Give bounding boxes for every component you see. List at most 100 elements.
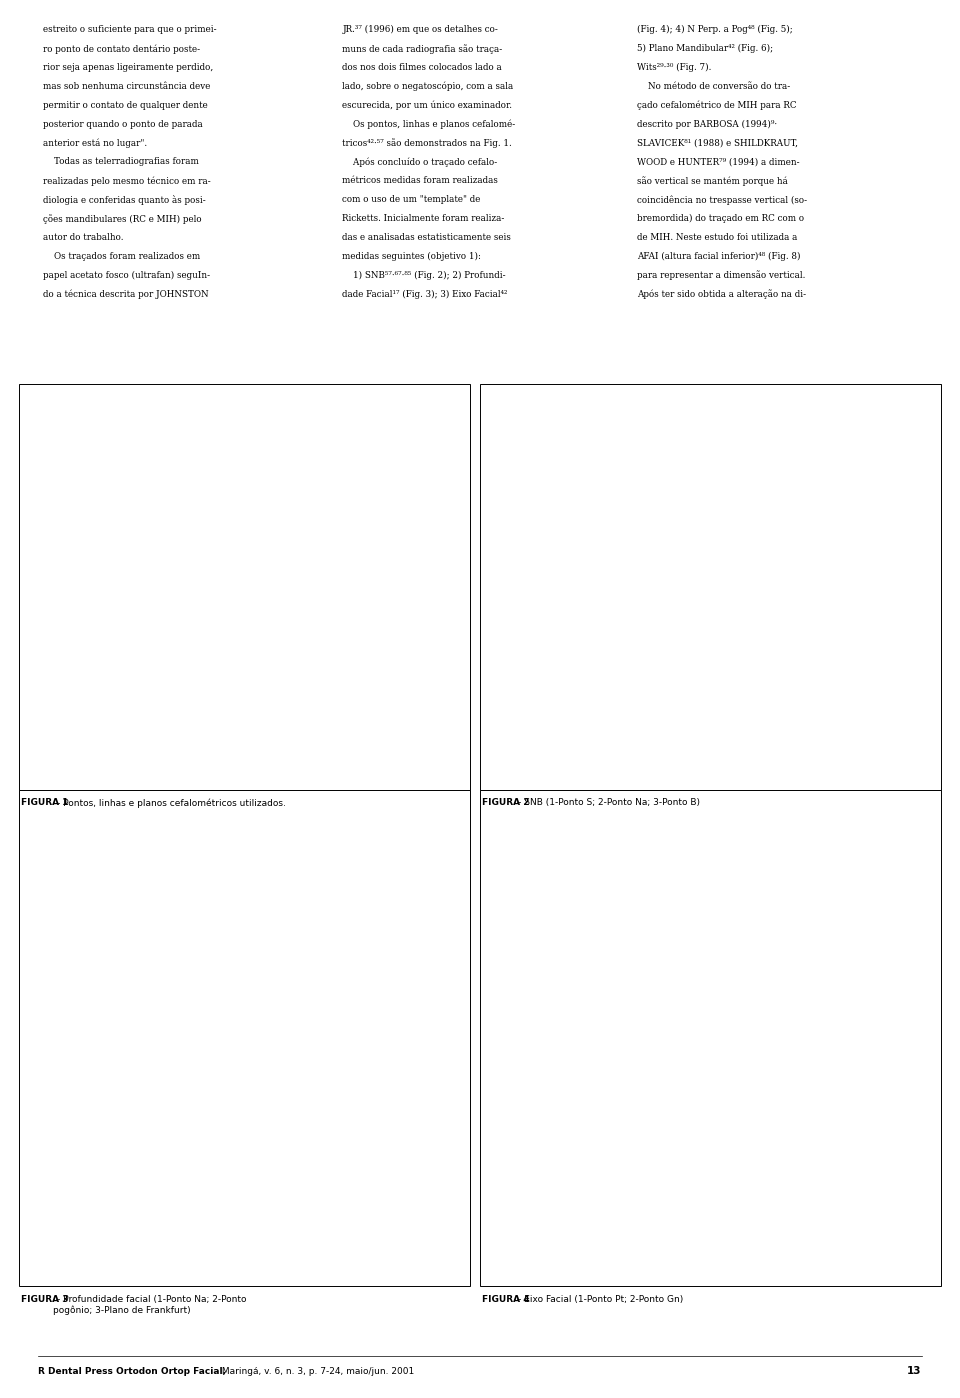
Text: para representar a dimensão vertical.: para representar a dimensão vertical. [636, 270, 805, 280]
Circle shape [38, 955, 74, 994]
Text: Wits²⁹·³⁰ (Fig. 7).: Wits²⁹·³⁰ (Fig. 7). [636, 63, 711, 73]
Text: autor do trabalho.: autor do trabalho. [43, 232, 124, 242]
Text: com o uso de um "template" de: com o uso de um "template" de [343, 194, 481, 204]
Text: muns de cada radiografia são traça-: muns de cada radiografia são traça- [343, 45, 503, 53]
Text: ro ponto de contato dentário poste-: ro ponto de contato dentário poste- [43, 45, 201, 53]
Text: 3: 3 [772, 667, 779, 677]
Point [154, 506, 169, 528]
Point [132, 640, 147, 663]
Text: lado, sobre o negatoscópio, com a sala: lado, sobre o negatoscópio, com a sala [343, 81, 514, 91]
Point [321, 432, 336, 454]
Circle shape [793, 1159, 830, 1199]
Text: Após concluído o traçado cefalo-: Após concluído o traçado cefalo- [343, 157, 497, 166]
Circle shape [227, 797, 263, 837]
Text: Me: Me [256, 705, 269, 714]
Text: Os traçados foram realizados em: Os traçados foram realizados em [43, 252, 201, 260]
Circle shape [697, 815, 733, 854]
Point [75, 577, 90, 600]
Text: ENA: ENA [276, 608, 292, 617]
Point [90, 640, 106, 663]
Text: 3: 3 [53, 969, 60, 980]
Text: anterior está no lugar".: anterior está no lugar". [43, 138, 147, 148]
Text: papel acetato fosco (ultrafan) seguIn-: papel acetato fosco (ultrafan) seguIn- [43, 270, 210, 280]
Text: mas sob nenhuma circunstância deve: mas sob nenhuma circunstância deve [43, 81, 210, 91]
Text: R Dental Press Ortodon Ortop Facial,: R Dental Press Ortodon Ortop Facial, [38, 1367, 227, 1376]
Text: – Eixo Facial (1-Ponto Pt; 2-Ponto Gn): – Eixo Facial (1-Ponto Pt; 2-Ponto Gn) [515, 1295, 684, 1303]
Text: 1: 1 [335, 526, 340, 535]
Point [264, 614, 279, 636]
Text: A: A [276, 618, 282, 626]
Text: AO: AO [271, 640, 282, 649]
Text: FIGURA 3: FIGURA 3 [21, 1295, 68, 1303]
Text: coincidência no trespasse vertical (so-: coincidência no trespasse vertical (so- [636, 194, 807, 204]
Text: 2: 2 [808, 1174, 815, 1184]
Text: permitir o contato de qualquer dente: permitir o contato de qualquer dente [43, 101, 208, 109]
Text: diologia e conferidas quanto às posi-: diologia e conferidas quanto às posi- [43, 194, 206, 206]
Text: 1: 1 [711, 829, 718, 840]
Circle shape [826, 403, 862, 435]
Circle shape [227, 1159, 263, 1199]
Text: 2: 2 [841, 414, 848, 424]
Text: 13: 13 [907, 1366, 922, 1376]
Text: çado cefalométrico de MIH para RC: çado cefalométrico de MIH para RC [636, 101, 797, 110]
Text: 2: 2 [70, 579, 76, 587]
Text: Pog: Pog [278, 682, 293, 692]
Text: dade Facial¹⁷ (Fig. 3); 3) Eixo Facial⁴²: dade Facial¹⁷ (Fig. 3); 3) Eixo Facial⁴² [343, 289, 508, 299]
Text: Os pontos, linhas e planos cefalomé-: Os pontos, linhas e planos cefalomé- [343, 119, 516, 129]
Text: Maringá, v. 6, n. 3, p. 7-24, maio/jun. 2001: Maringá, v. 6, n. 3, p. 7-24, maio/jun. … [219, 1367, 414, 1376]
Point [180, 611, 196, 633]
Point [321, 524, 336, 547]
Text: 5: 5 [176, 612, 180, 621]
Text: realizadas pelo mesmo técnico em ra-: realizadas pelo mesmo técnico em ra- [43, 176, 211, 186]
Text: tricos⁴²·⁵⁷ são demonstrados na Fig. 1.: tricos⁴²·⁵⁷ são demonstrados na Fig. 1. [343, 138, 512, 148]
Text: são vertical se mantém porque há: são vertical se mantém porque há [636, 176, 787, 186]
Text: Or: Or [335, 538, 346, 548]
Text: Ricketts. Inicialmente foram realiza-: Ricketts. Inicialmente foram realiza- [343, 214, 505, 222]
Circle shape [720, 421, 756, 453]
Text: BO: BO [271, 630, 282, 639]
Text: N: N [333, 436, 339, 445]
Point [267, 661, 282, 684]
Text: 2: 2 [241, 1174, 249, 1184]
Text: 5) Plano Mandibular⁴² (Fig. 6);: 5) Plano Mandibular⁴² (Fig. 6); [636, 45, 773, 53]
Text: do a técnica descrita por JOHNSTON: do a técnica descrita por JOHNSTON [43, 289, 209, 299]
Point [154, 524, 169, 547]
Point [259, 626, 275, 649]
Text: descrito por BARBOSA (1994)⁹·: descrito por BARBOSA (1994)⁹· [636, 119, 777, 129]
Text: S: S [142, 467, 148, 475]
Text: Todas as telerradiografias foram: Todas as telerradiografias foram [43, 157, 199, 166]
Text: FIGURA 2: FIGURA 2 [482, 798, 529, 807]
Text: V: V [147, 541, 153, 549]
Text: JR.³⁷ (1996) em que os detalhes co-: JR.³⁷ (1996) em que os detalhes co- [343, 25, 498, 35]
Point [57, 524, 72, 547]
Text: escurecida, por um único examinador.: escurecida, por um único examinador. [343, 101, 513, 110]
Text: – SNB (1-Ponto S; 2-Ponto Na; 3-Ponto B): – SNB (1-Ponto S; 2-Ponto Na; 3-Ponto B) [515, 798, 700, 807]
Text: 1: 1 [734, 432, 741, 442]
Text: – Profundidade facial (1-Ponto Na; 2-Ponto
pogônio; 3-Plano de Frankfurt): – Profundidade facial (1-Ponto Na; 2-Pon… [54, 1295, 247, 1314]
Point [262, 605, 277, 628]
Point [180, 979, 196, 1001]
Point [647, 535, 662, 558]
Text: dos nos dois filmes colocados lado a: dos nos dois filmes colocados lado a [343, 63, 502, 71]
Text: ções mandibulares (RC e MIH) pelo: ções mandibulares (RC e MIH) pelo [43, 214, 202, 224]
Point [257, 643, 273, 665]
Text: – Pontos, linhas e planos cefalométricos utilizados.: – Pontos, linhas e planos cefalométricos… [54, 798, 286, 808]
Circle shape [756, 656, 793, 688]
Text: rior seja apenas ligeiramente perdido,: rior seja apenas ligeiramente perdido, [43, 63, 213, 71]
Text: estreito o suficiente para que o primei-: estreito o suficiente para que o primei- [43, 25, 217, 34]
Text: (Fig. 4); 4) N Perp. a Pog⁴⁸ (Fig. 5);: (Fig. 4); 4) N Perp. a Pog⁴⁸ (Fig. 5); [636, 25, 793, 35]
Text: 1: 1 [241, 812, 249, 822]
Text: PM: PM [278, 668, 291, 677]
Text: B: B [268, 651, 275, 661]
Text: 3: 3 [204, 493, 209, 502]
Text: CF: CF [141, 526, 153, 535]
Point [145, 473, 160, 495]
Text: PO: PO [52, 519, 63, 528]
Text: medidas seguintes (objetivo 1):: medidas seguintes (objetivo 1): [343, 252, 481, 261]
Text: posterior quando o ponto de parada: posterior quando o ponto de parada [43, 119, 203, 129]
Point [255, 691, 271, 713]
Text: SLAVICEK⁸¹ (1988) e SHILDKRAUT,: SLAVICEK⁸¹ (1988) e SHILDKRAUT, [636, 138, 798, 147]
Text: Após ter sido obtida a alteração na di-: Após ter sido obtida a alteração na di- [636, 289, 806, 299]
Text: FIGURA 1: FIGURA 1 [21, 798, 68, 807]
Text: FIGURA 4: FIGURA 4 [482, 1295, 530, 1303]
